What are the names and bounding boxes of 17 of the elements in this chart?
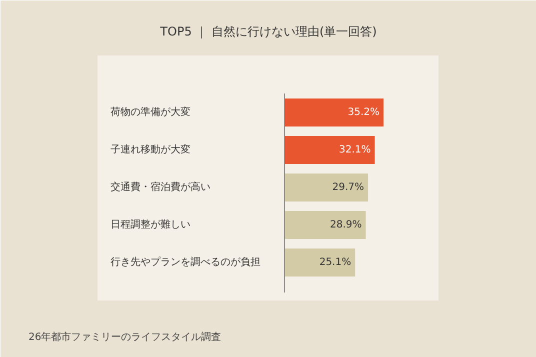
y-tick-label: 行き先やプランを調べるのが負担	[110, 256, 260, 268]
bar	[284, 136, 375, 164]
data-label: 35.2%	[348, 107, 380, 118]
y-tick-label: 日程調整が難しい	[110, 218, 190, 230]
chart-title: TOP5 ｜ 自然に行けない理由(単一回答)	[159, 24, 377, 38]
y-tick-label: 子連れ移動が大変	[110, 144, 190, 156]
text: 26年都市ファミリーのライフスタイル調査	[28, 331, 222, 343]
data-label: 29.7%	[332, 182, 364, 193]
y-tick-label: 交通費・宿泊費が高い	[110, 181, 210, 193]
bar	[284, 98, 384, 126]
data-label: 25.1%	[319, 257, 352, 268]
bar	[284, 211, 366, 239]
y-tick-label: 荷物の準備が大変	[110, 106, 190, 118]
data-label: 32.1%	[339, 144, 371, 156]
bar	[284, 248, 356, 276]
data-label: 28.9%	[330, 220, 362, 230]
bar	[284, 174, 368, 202]
